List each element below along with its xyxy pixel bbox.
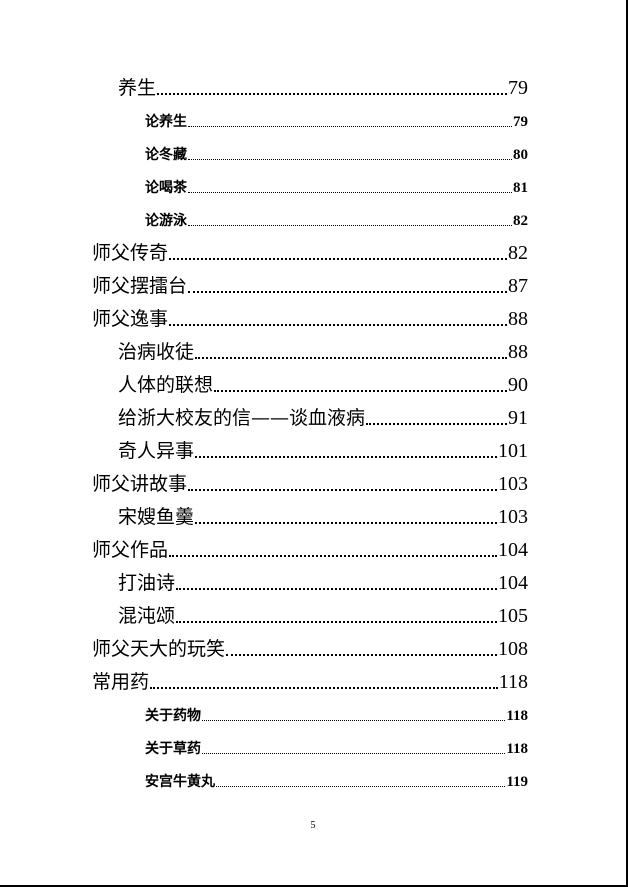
dot-leader <box>202 720 506 721</box>
toc-entry-title: 奇人异事 <box>118 440 195 462</box>
toc-entry-title: 师父摆擂台 <box>92 275 188 297</box>
toc-entry-page: 88 <box>508 341 528 363</box>
toc-entry-page: 105 <box>498 605 528 627</box>
toc-entry[interactable]: 师父逸事 88 <box>92 307 528 331</box>
toc-entry-page: 79 <box>513 114 528 130</box>
dot-leader <box>157 93 507 95</box>
dot-leader <box>188 291 507 293</box>
dot-leader <box>188 225 512 226</box>
toc-entry-title: 关于药物 <box>145 708 201 724</box>
dot-leader <box>202 753 506 754</box>
toc-entry-title: 师父逸事 <box>92 308 169 330</box>
dot-leader <box>188 489 497 491</box>
toc-entry[interactable]: 宋嫂鱼羹 103 <box>118 505 528 529</box>
dot-leader <box>214 390 507 392</box>
toc-entry[interactable]: 论喝茶 81 <box>145 177 528 197</box>
toc-entry-page: 82 <box>508 242 528 264</box>
toc-entry[interactable]: 混沌颂 105 <box>118 604 528 628</box>
toc-entry-title: 给浙大校友的信——谈血液病 <box>118 407 366 429</box>
toc-entry-title: 人体的联想 <box>118 374 214 396</box>
dot-leader <box>195 456 497 458</box>
toc-entry[interactable]: 关于草药 118 <box>145 738 528 758</box>
toc-entry-page: 79 <box>508 77 528 99</box>
toc-entry[interactable]: 师父传奇 82 <box>92 241 528 265</box>
toc-entry-page: 80 <box>513 147 528 163</box>
dot-leader <box>195 357 507 359</box>
toc-entry-title: 论游泳 <box>145 213 187 229</box>
toc-entry-page: 82 <box>513 213 528 229</box>
toc-entry[interactable]: 奇人异事 101 <box>118 439 528 463</box>
toc-entry-page: 88 <box>508 308 528 330</box>
toc-entry-page: 119 <box>506 774 528 790</box>
toc-entry[interactable]: 师父作品 104 <box>92 538 528 562</box>
toc-entry-title: 师父天大的玩笑 <box>92 638 226 660</box>
toc-entry-title: 混沌颂 <box>118 605 176 627</box>
toc-entry-page: 103 <box>498 506 528 528</box>
toc-entry-page: 104 <box>498 572 528 594</box>
dot-leader <box>366 423 507 425</box>
toc-entry[interactable]: 师父天大的玩笑 108 <box>92 637 528 661</box>
toc-entry[interactable]: 养生 79 <box>118 76 528 100</box>
toc-entry[interactable]: 论养生 79 <box>145 111 528 131</box>
toc-entry-title: 安宫牛黄丸 <box>145 774 215 790</box>
toc-entry-title: 师父作品 <box>92 539 169 561</box>
toc-entry-page: 108 <box>498 638 528 660</box>
dot-leader <box>216 786 506 787</box>
toc-entry-page: 91 <box>508 407 528 429</box>
toc-entry[interactable]: 师父讲故事 103 <box>92 472 528 496</box>
toc-entry-title: 治病收徒 <box>118 341 195 363</box>
toc-entry-title: 养生 <box>118 77 157 99</box>
toc-entry-page: 101 <box>498 440 528 462</box>
toc-entry[interactable]: 给浙大校友的信——谈血液病 91 <box>118 406 528 430</box>
toc-entry-page: 104 <box>498 539 528 561</box>
toc-entry-title: 论喝茶 <box>145 180 187 196</box>
toc-entry-page: 81 <box>513 180 528 196</box>
toc-entry-title: 论养生 <box>145 114 187 130</box>
toc-entry-title: 常用药 <box>92 671 150 693</box>
toc-entry[interactable]: 关于药物 118 <box>145 705 528 725</box>
dot-leader <box>150 687 498 689</box>
toc-entry-page: 118 <box>498 671 528 693</box>
toc-entry[interactable]: 常用药 118 <box>92 670 528 694</box>
toc-entry[interactable]: 打油诗 104 <box>118 571 528 595</box>
toc-entry-title: 论冬藏 <box>145 147 187 163</box>
toc-entry-title: 师父讲故事 <box>92 473 188 495</box>
dot-leader <box>169 555 497 557</box>
toc-entry[interactable]: 论游泳 82 <box>145 210 528 230</box>
toc-entry-page: 118 <box>506 708 528 724</box>
toc-entry[interactable]: 论冬藏 80 <box>145 144 528 164</box>
dot-leader <box>176 588 497 590</box>
dot-leader <box>188 126 512 127</box>
toc-entry-page: 118 <box>506 741 528 757</box>
dot-leader <box>176 621 497 623</box>
toc-entry-page: 87 <box>508 275 528 297</box>
toc-entry[interactable]: 人体的联想 90 <box>118 373 528 397</box>
toc-entry-title: 宋嫂鱼羹 <box>118 506 195 528</box>
dot-leader <box>226 654 497 656</box>
toc-entry-title: 打油诗 <box>118 572 176 594</box>
toc-entry[interactable]: 治病收徒 88 <box>118 340 528 364</box>
toc-entry-page: 90 <box>508 374 528 396</box>
toc-entry[interactable]: 师父摆擂台 87 <box>92 274 528 298</box>
toc-entry[interactable]: 安宫牛黄丸 119 <box>145 771 528 791</box>
dot-leader <box>169 258 507 260</box>
toc-entry-title: 师父传奇 <box>92 242 169 264</box>
dot-leader <box>188 159 512 160</box>
toc-entry-page: 103 <box>498 473 528 495</box>
dot-leader <box>188 192 512 193</box>
toc-entry-title: 关于草药 <box>145 741 201 757</box>
dot-leader <box>195 522 497 524</box>
dot-leader <box>169 324 507 326</box>
page-number: 5 <box>310 820 316 831</box>
